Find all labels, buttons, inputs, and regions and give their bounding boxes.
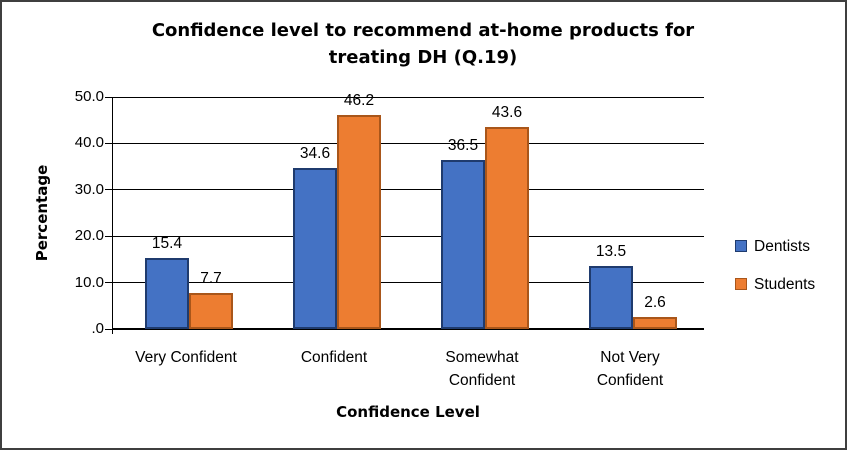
x-axis-line	[112, 328, 704, 330]
bar-dentists-4	[589, 266, 633, 329]
gridline	[112, 282, 704, 284]
y-axis-tick	[105, 96, 112, 98]
x-category-label: Somewhat Confident	[445, 349, 519, 389]
data-label: 2.6	[644, 293, 666, 311]
gridline	[112, 189, 704, 191]
data-label: 46.2	[343, 91, 375, 109]
y-axis-title: Percentage	[33, 164, 51, 262]
y-tick-label: 30.0	[74, 180, 104, 198]
chart-title: Confidence level to recommend at-home pr…	[151, 20, 695, 68]
x-category-label: Confident	[300, 349, 368, 366]
bar-dentists-2	[293, 168, 337, 329]
bar-dentists-3	[441, 159, 485, 329]
y-tick-label: 10.0	[74, 273, 104, 291]
y-axis-tick	[105, 235, 112, 237]
legend: Dentists Students	[735, 238, 815, 314]
gridline	[112, 96, 704, 98]
data-label: 36.5	[447, 136, 479, 154]
bar-students-2	[337, 114, 381, 329]
legend-swatch-students	[735, 278, 747, 290]
legend-label: Students	[754, 276, 816, 293]
data-label: 43.6	[491, 103, 523, 121]
y-axis-tick	[105, 328, 112, 330]
y-axis-tick	[105, 189, 112, 191]
bar-dentists-1	[145, 257, 189, 329]
legend-swatch-dentists	[735, 240, 747, 252]
bar-students-3	[485, 126, 529, 329]
y-axis-tick	[105, 282, 112, 284]
data-label: 34.6	[299, 145, 331, 163]
y-tick-label: 20.0	[74, 227, 104, 245]
y-tick-label: 50.0	[74, 88, 104, 105]
legend-label: Dentists	[754, 238, 810, 255]
gridline	[112, 235, 704, 237]
bar-students-4	[633, 316, 677, 329]
x-axis-title: Confidence Level	[336, 403, 480, 421]
legend-item-students: Students	[735, 276, 815, 293]
data-label: 13.5	[595, 243, 627, 261]
gridline	[112, 142, 704, 144]
legend-item-dentists: Dentists	[735, 238, 815, 255]
x-category-label: Not Very Confident	[596, 349, 664, 389]
x-category-label: Very Confident	[135, 349, 237, 366]
y-axis-line	[112, 97, 113, 334]
y-tick-label: 40.0	[74, 134, 104, 152]
data-label: 15.4	[151, 234, 183, 252]
y-tick-label: .0	[91, 320, 104, 337]
y-axis-tick	[105, 142, 112, 144]
bar-students-1	[189, 293, 233, 329]
data-label: 7.7	[200, 270, 222, 288]
